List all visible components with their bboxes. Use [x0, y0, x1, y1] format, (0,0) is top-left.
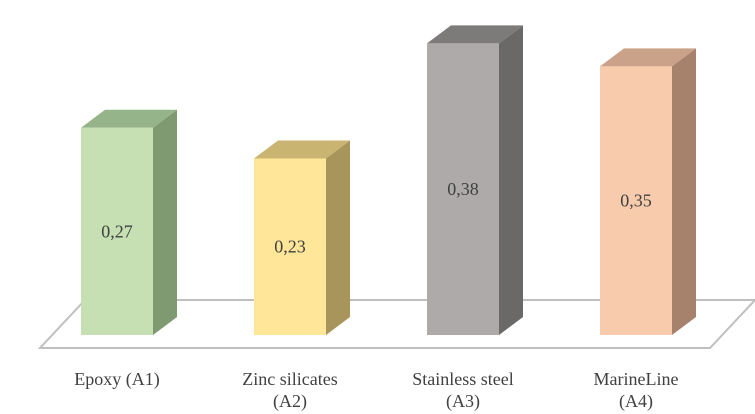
- x-tick-label: Zinc silicates (A2): [242, 369, 337, 412]
- bar-front-face: [600, 66, 672, 335]
- bar-side-face: [153, 109, 177, 336]
- bar-top-face: [81, 109, 177, 128]
- bar-value-label: 0,38: [447, 179, 479, 199]
- bar-1: 0,27: [81, 109, 177, 336]
- bar-top-face: [427, 25, 523, 44]
- bar-top-face: [254, 140, 350, 159]
- bar-4: 0,35: [600, 48, 696, 335]
- bar-value-label: 0,23: [274, 237, 306, 257]
- bar-side-face: [499, 25, 523, 335]
- bar-front-face: [81, 127, 153, 336]
- bar-side-face: [672, 48, 696, 335]
- bar-side-face: [326, 140, 350, 335]
- bar-value-label: 0,35: [620, 191, 652, 211]
- bar-2: 0,23: [254, 140, 350, 335]
- bars-group: 0,27 0,23 0,38 0,35: [81, 25, 696, 336]
- bar-3: 0,38: [427, 25, 523, 335]
- chart-floor: [37, 299, 755, 349]
- bar-front-face: [254, 158, 326, 335]
- bar-top-face: [600, 48, 696, 67]
- bar-value-label: 0,27: [101, 221, 133, 241]
- x-tick-label: Epoxy (A1): [74, 369, 159, 390]
- x-axis-labels: Epoxy (A1) Zinc silicates (A2) Stainless st…: [74, 369, 678, 412]
- bar-front-face: [427, 43, 499, 335]
- x-tick-label: Stainless steel (A3): [412, 369, 514, 412]
- x-tick-label: MarineLine (A4): [594, 369, 679, 412]
